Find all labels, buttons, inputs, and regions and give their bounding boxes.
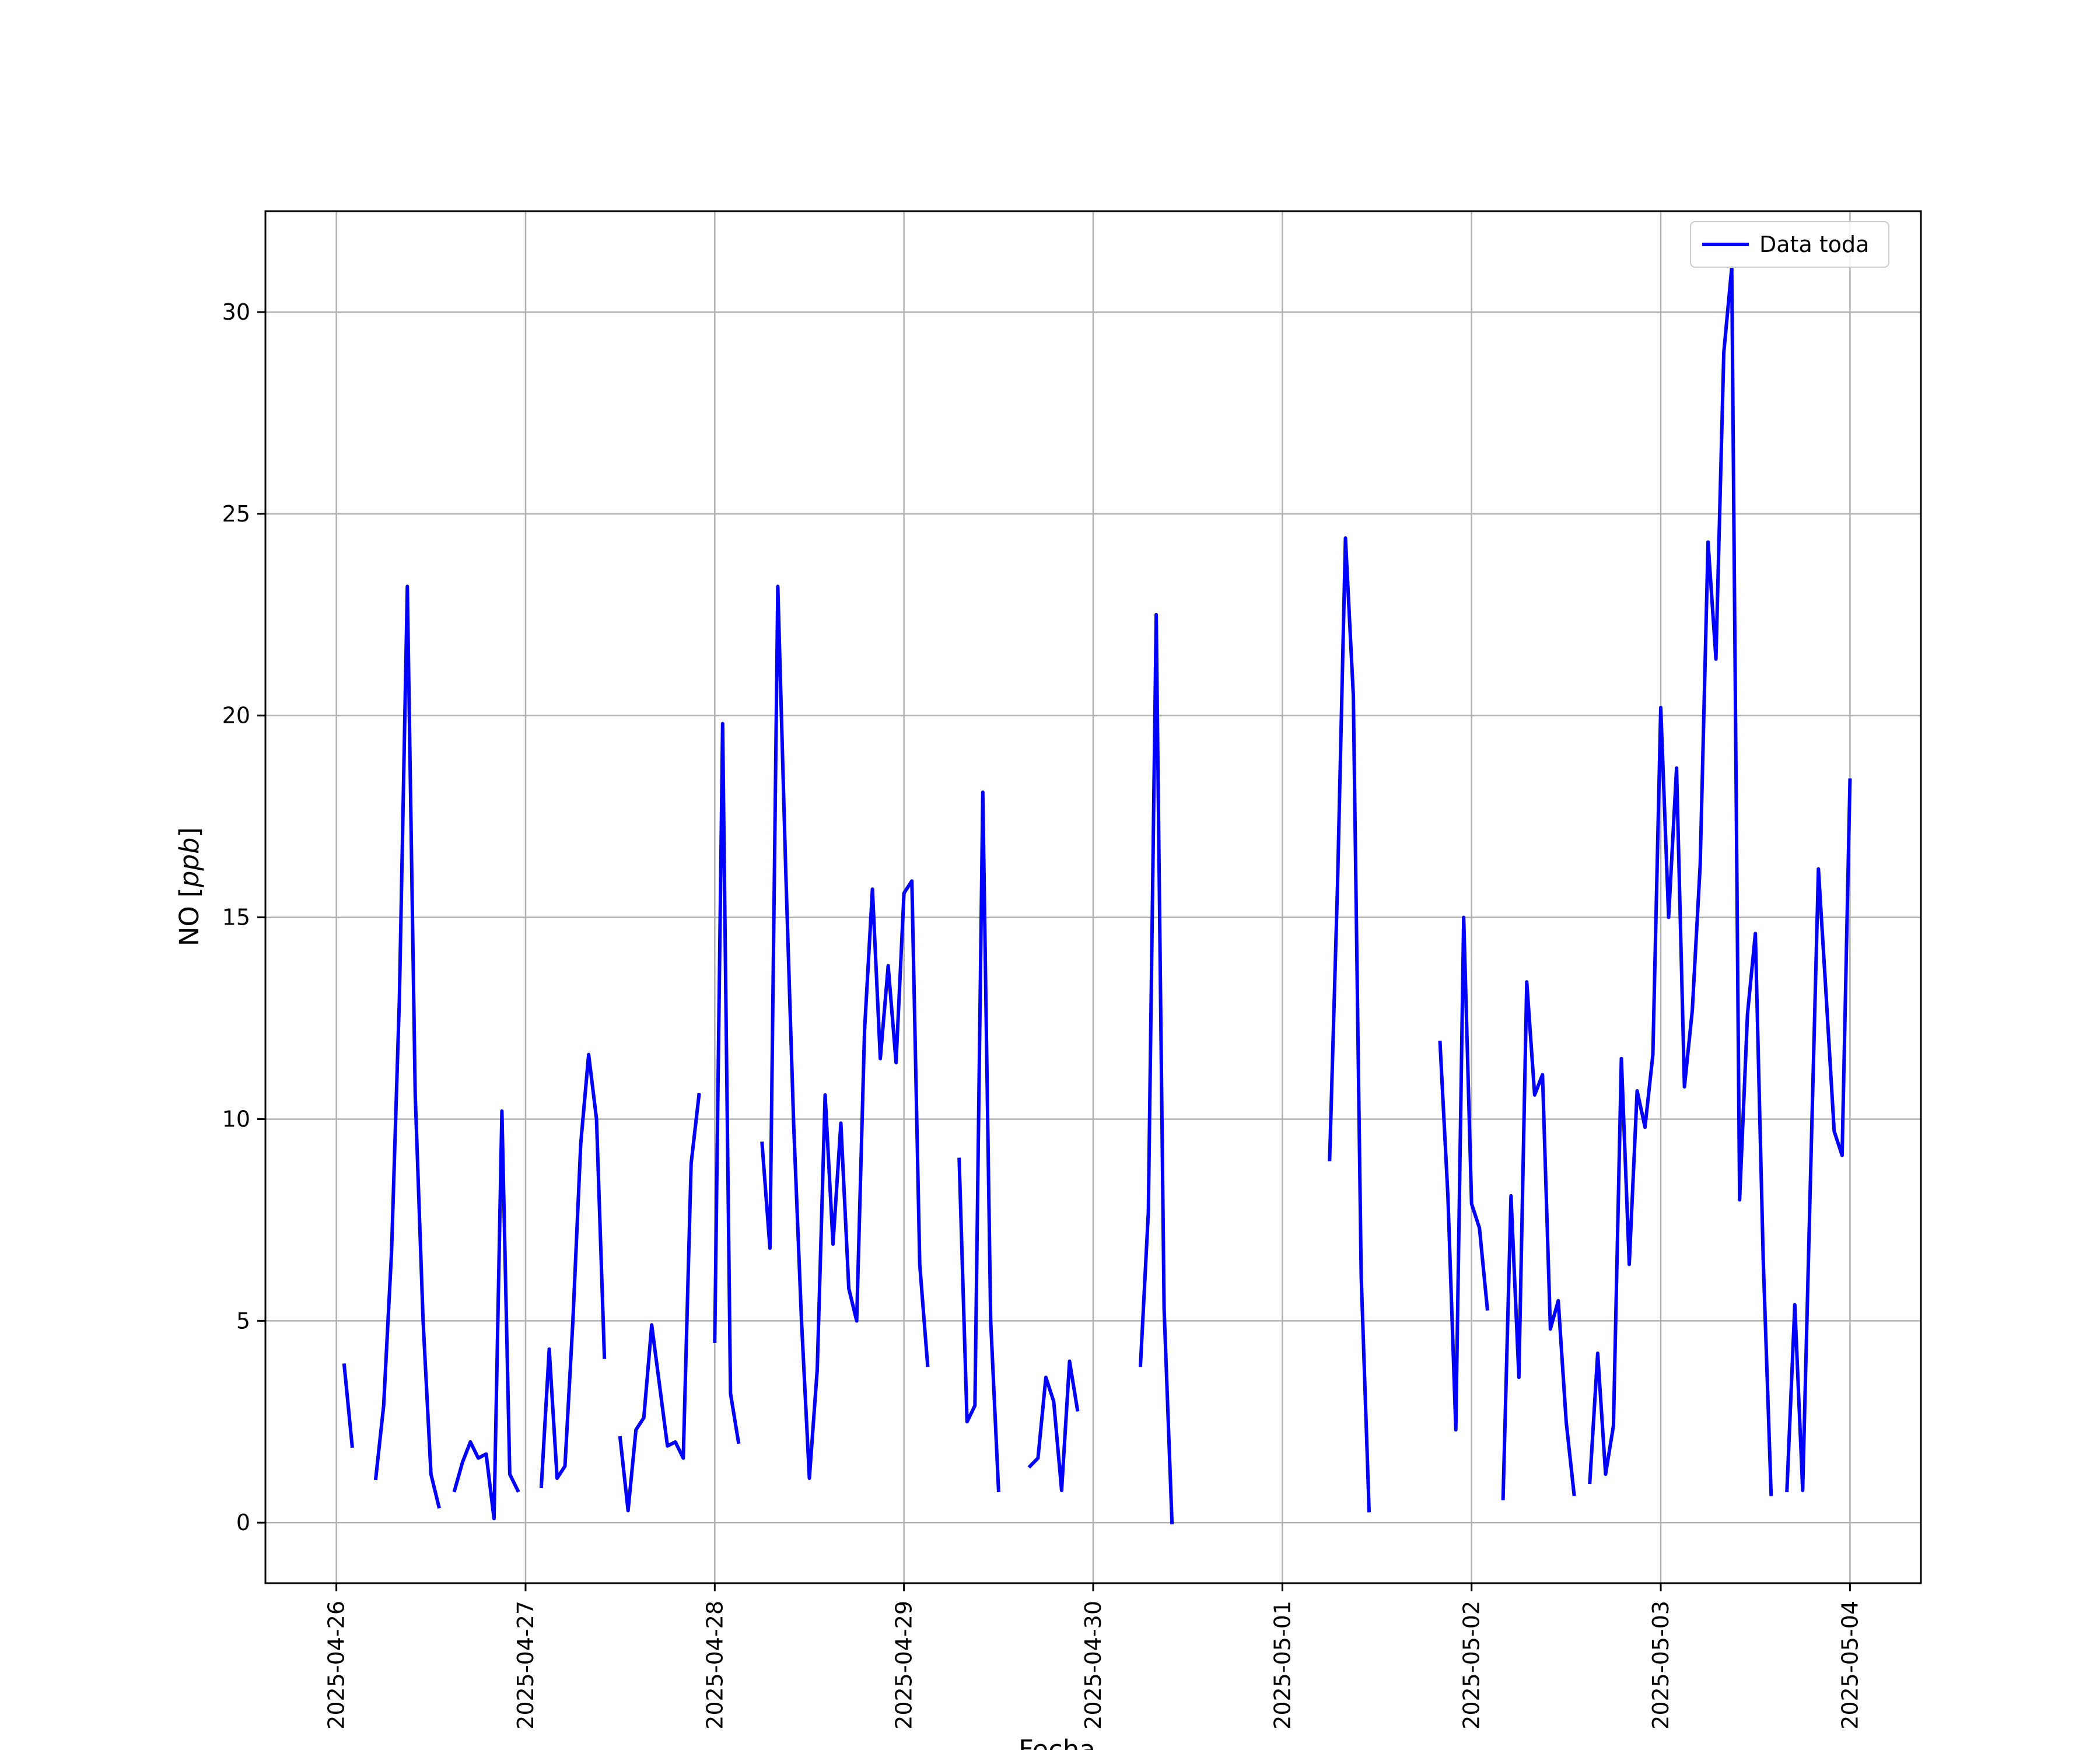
x-axis: 2025-04-26 2025-04-27 2025-04-28 2025-04-29…: [324, 1583, 1863, 1730]
grid: [265, 211, 1921, 1583]
series-line-segment: [1588, 265, 1773, 1496]
x-tick-label: 2025-04-28: [702, 1601, 727, 1730]
legend: Data toda: [1690, 221, 1889, 268]
x-tick-label: 2025-05-03: [1648, 1601, 1674, 1730]
x-tick-label: 2025-05-02: [1459, 1601, 1485, 1730]
x-tick-label: 2025-05-04: [1837, 1601, 1863, 1730]
series-line-segment: [373, 584, 441, 1509]
y-tick-label: 0: [236, 1510, 250, 1535]
y-axis-label-close: ]: [174, 827, 205, 838]
y-tick-label: 5: [236, 1308, 250, 1334]
series-line-segment: [1438, 915, 1489, 1432]
x-tick-label: 2025-04-30: [1080, 1601, 1106, 1730]
y-tick-label: 30: [222, 299, 250, 325]
series-line-segment: [342, 1363, 354, 1448]
y-tick-label: 20: [222, 703, 250, 729]
legend-label: Data toda: [1759, 232, 1869, 257]
plot-area: [342, 265, 1852, 1525]
series-line-segment: [957, 790, 1000, 1493]
series-line-segment: [760, 584, 930, 1480]
series-line-segment: [452, 1109, 520, 1521]
x-tick-label: 2025-04-27: [513, 1601, 538, 1730]
series-line-segment: [1328, 536, 1371, 1513]
series-line-segment: [618, 1093, 701, 1513]
y-tick-label: 15: [222, 905, 250, 930]
y-tick-label: 25: [222, 501, 250, 527]
series-line-segment: [713, 722, 741, 1444]
series-line-segment: [1138, 612, 1174, 1525]
series-line-segment: [1027, 1359, 1080, 1492]
y-axis-label: NO [ppb]: [174, 827, 205, 946]
y-axis-label-main: NO [: [174, 887, 205, 946]
series-line-segment: [539, 1052, 607, 1489]
x-axis-label: Fecha: [1019, 1734, 1096, 1750]
x-tick-label: 2025-04-26: [324, 1601, 349, 1730]
y-tick-label: 10: [222, 1106, 250, 1132]
x-tick-label: 2025-04-29: [891, 1601, 917, 1730]
series-line-segment: [1785, 778, 1852, 1493]
y-axis-label-unit: ppb: [174, 837, 205, 888]
x-tick-label: 2025-05-01: [1269, 1601, 1295, 1730]
legend-box: [1690, 221, 1889, 268]
y-axis: 0 5 10 15 20 25 30: [222, 299, 265, 1535]
series-line-segment: [1501, 980, 1576, 1500]
